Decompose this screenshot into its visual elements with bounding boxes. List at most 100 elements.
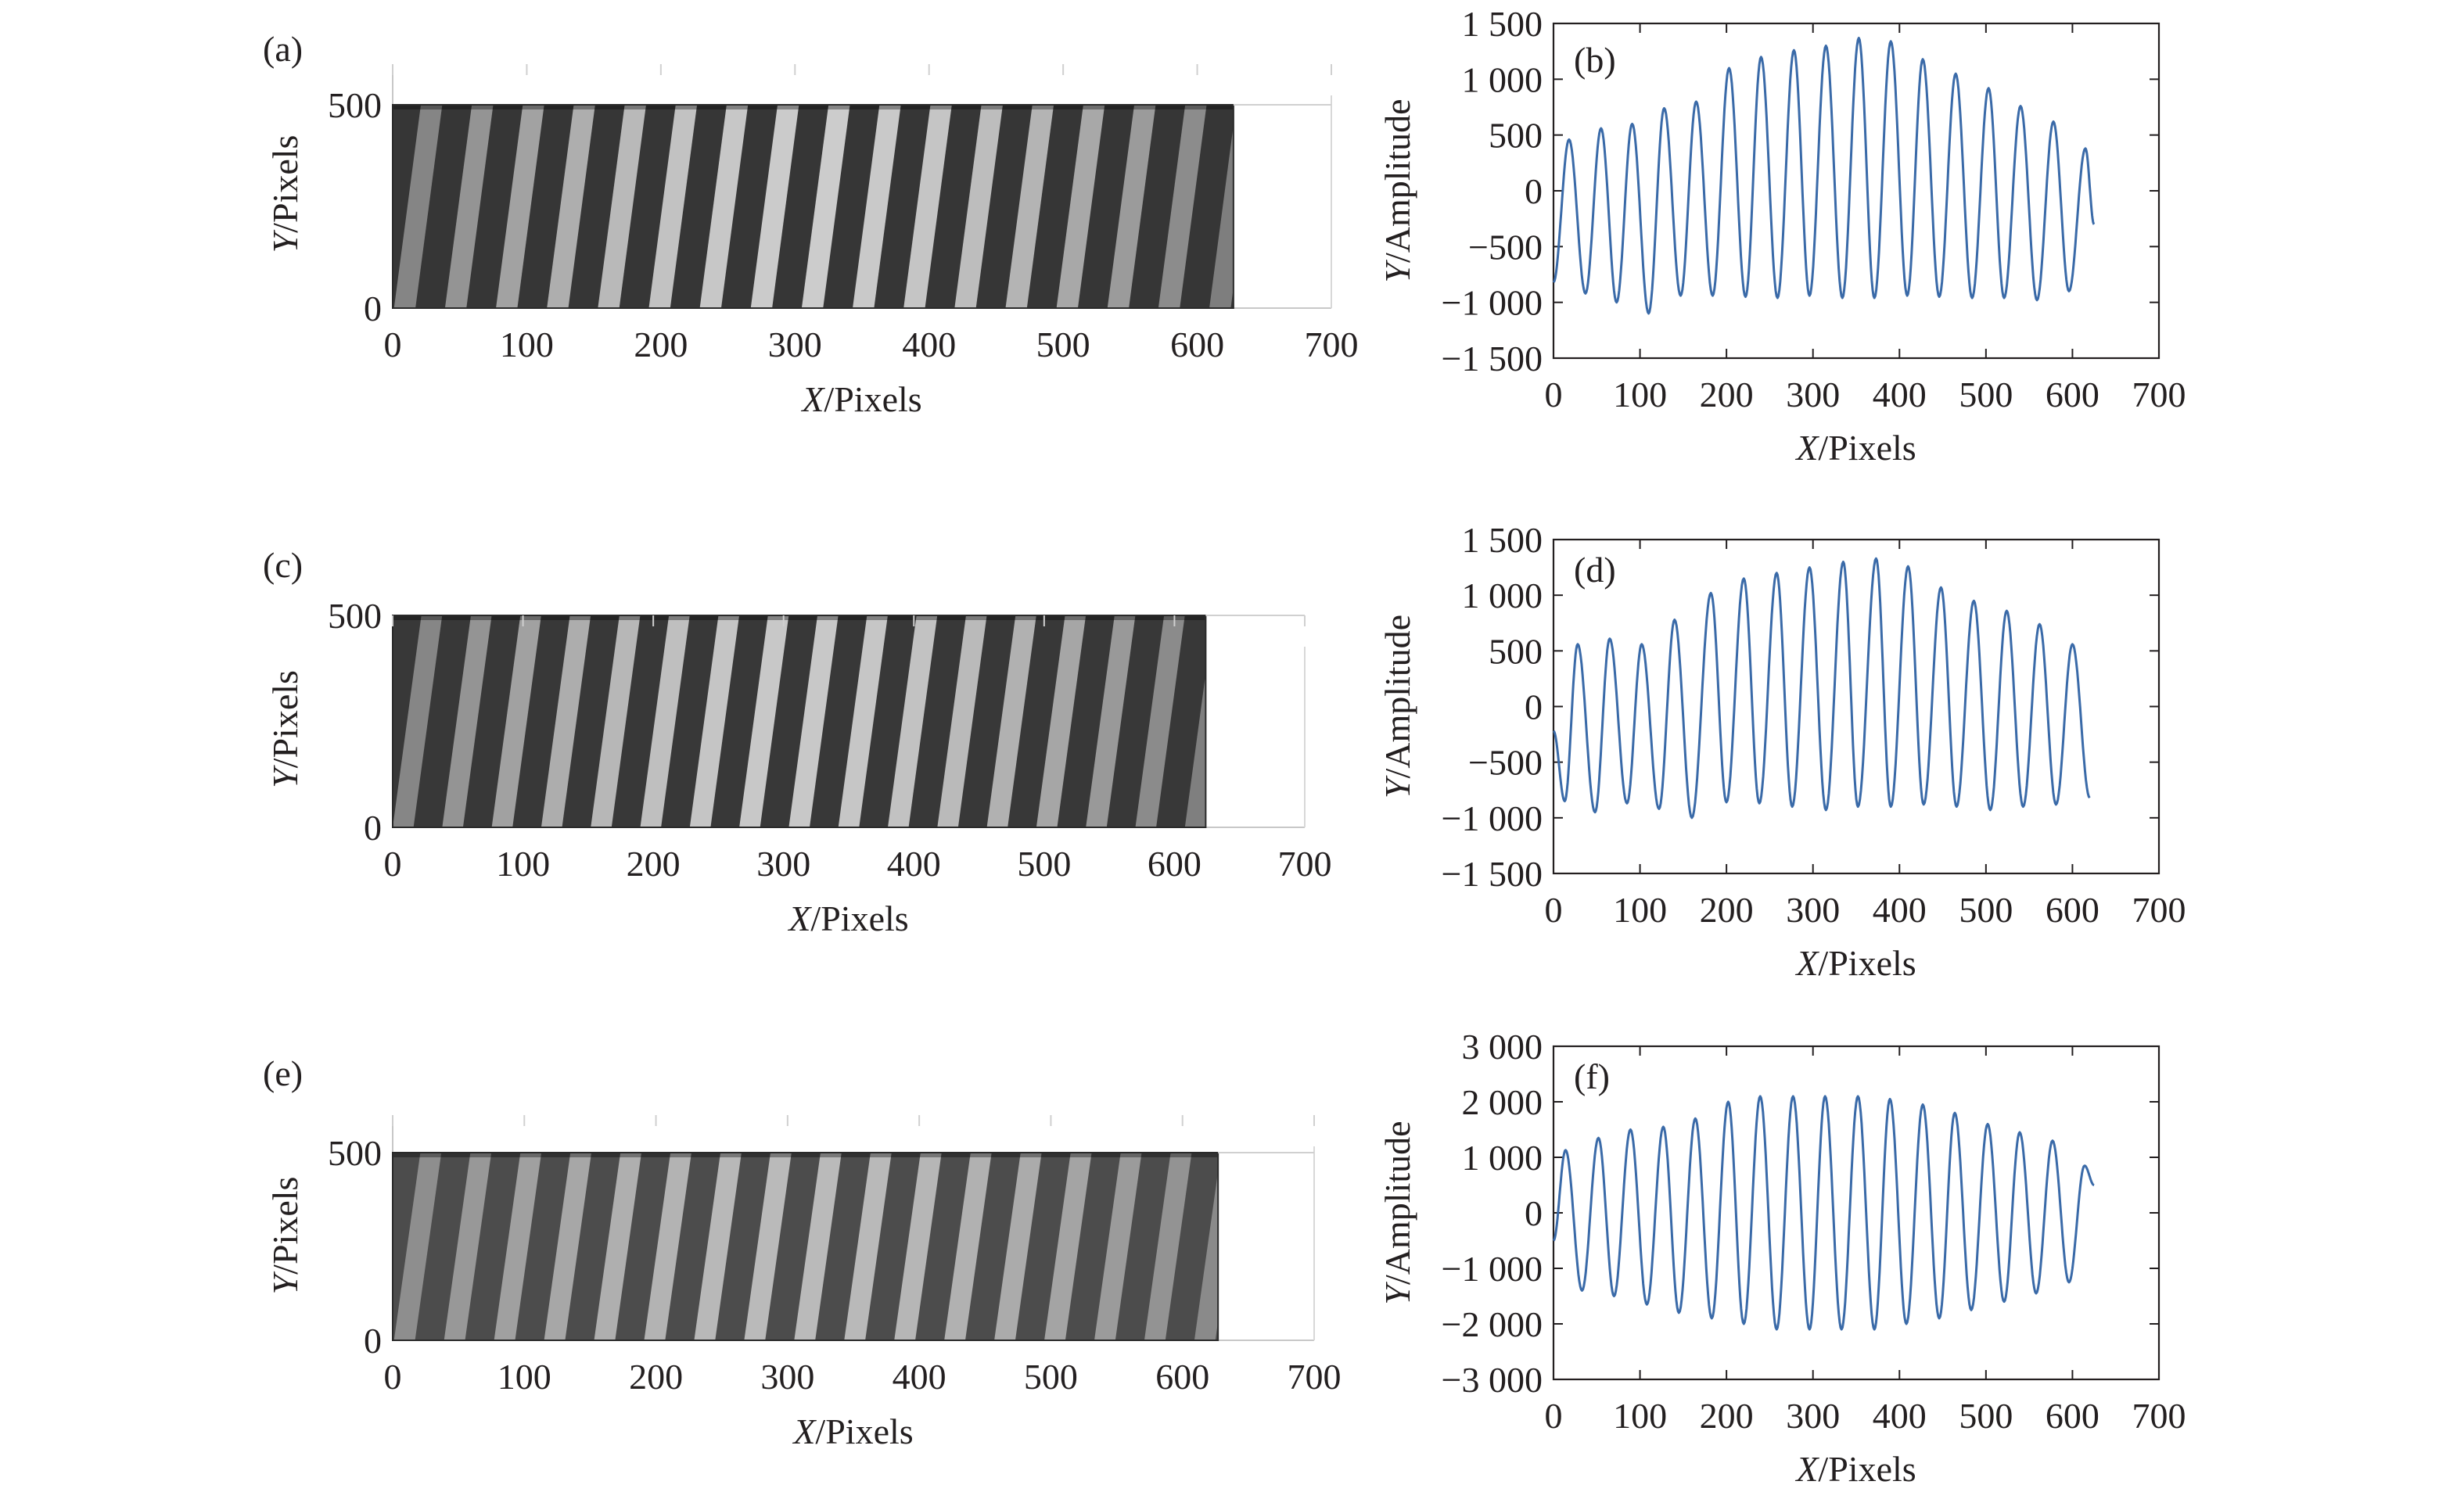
x-tick-label: 300 xyxy=(1786,375,1840,414)
fringe-stripe xyxy=(986,615,1036,827)
y-tick-label: −1 000 xyxy=(1442,798,1543,838)
x-tick-label: 200 xyxy=(1700,375,1754,414)
x-tick-label: 600 xyxy=(2046,890,2099,930)
x-tick-label: 400 xyxy=(893,1357,946,1397)
fringe-stripe xyxy=(994,1153,1042,1340)
y-tick-label: −1 000 xyxy=(1442,283,1543,323)
y-axis-label: Y/Pixels xyxy=(265,670,305,788)
fringe-stripe xyxy=(744,1153,792,1340)
x-tick-label: 700 xyxy=(2132,375,2186,414)
fringe-top-edge xyxy=(393,615,1206,620)
fringe-stripe xyxy=(1036,615,1087,827)
x-tick-label: 100 xyxy=(496,844,550,884)
plot-frame xyxy=(1552,1045,2160,1381)
fringe-stripe xyxy=(801,105,850,308)
fringe-stripe xyxy=(594,1153,642,1340)
y-tick-label: −500 xyxy=(1468,227,1543,267)
y-tick-label: −2 000 xyxy=(1442,1304,1543,1344)
x-tick-label: 400 xyxy=(1873,1396,1927,1436)
fringe-stripe xyxy=(689,615,740,827)
fringe-stripe xyxy=(598,105,646,308)
x-tick-label: 200 xyxy=(634,325,688,364)
x-tick-label: 500 xyxy=(1017,844,1071,884)
fringe-stripe xyxy=(547,105,595,308)
fringe-stripe xyxy=(1184,673,1206,827)
x-tick-label: 500 xyxy=(1959,375,2013,414)
fringe-image xyxy=(343,105,1234,308)
fringe-stripe xyxy=(1295,1153,1342,1340)
fringe-stripe xyxy=(1194,1171,1219,1340)
y-tick-label: 1 000 xyxy=(1462,59,1543,99)
panel-e-image-plot: 0 100 200 300 400 500 600 700 0 500 X/Pixels Y/Pixe… xyxy=(263,1053,1342,1451)
fringe-stripe xyxy=(494,1153,542,1340)
fringe-image-border xyxy=(392,104,1234,309)
y-tick-label: 0 xyxy=(1525,1193,1543,1233)
panel-label: (d) xyxy=(1574,550,1616,590)
fringe-stripe xyxy=(794,1153,842,1340)
y-axis-label: Y/Amplitude xyxy=(1377,615,1417,798)
x-axis-label: X/Pixels xyxy=(1794,1449,1916,1489)
fringe-image-border xyxy=(392,1152,1219,1341)
fringe-stripe xyxy=(1107,105,1156,308)
y-axis-label: Y/Pixels xyxy=(265,1177,305,1295)
y-tick-label: 1 500 xyxy=(1462,520,1543,560)
panel-a-image-plot: 0 100 200 300 400 500 600 700 0 500 X/Pixels Y/Pixe… xyxy=(263,29,1359,419)
fringe-stripe xyxy=(1144,1153,1192,1340)
y-tick-label: 0 xyxy=(1525,171,1543,211)
x-tick-label: 0 xyxy=(384,325,402,364)
panel-label: (a) xyxy=(263,29,303,69)
x-axis-label: X/Pixels xyxy=(787,898,908,938)
fringe-image xyxy=(393,1153,1342,1340)
fringe-stripe xyxy=(838,615,888,827)
x-tick-label: 0 xyxy=(384,1357,402,1397)
fringe-stripe xyxy=(444,1153,492,1340)
y-tick-label: 500 xyxy=(328,85,382,125)
fringe-stripe xyxy=(788,615,839,827)
fringe-stripe xyxy=(750,105,799,308)
fringe-stripe xyxy=(1056,105,1105,308)
fringe-stripe xyxy=(640,615,690,827)
fringe-stripe xyxy=(944,1153,992,1340)
x-tick-label: 0 xyxy=(1545,890,1563,930)
fringe-stripe xyxy=(644,1153,691,1340)
panel-label: (c) xyxy=(263,545,303,585)
x-tick-label: 200 xyxy=(1700,1396,1754,1436)
x-tick-label: 200 xyxy=(1700,890,1754,930)
y-axis-label: Y/Amplitude xyxy=(1377,99,1417,282)
x-tick-label: 500 xyxy=(1959,890,2013,930)
panel-label: (f) xyxy=(1574,1056,1610,1096)
x-tick-label: 600 xyxy=(1155,1357,1209,1397)
fringe-stripe xyxy=(694,1153,742,1340)
x-tick-label: 400 xyxy=(1873,890,1927,930)
x-tick-label: 100 xyxy=(1613,375,1667,414)
fringe-stripe xyxy=(1044,1153,1092,1340)
fringe-stripe xyxy=(1245,1153,1292,1340)
y-tick-label: 1 000 xyxy=(1462,576,1543,615)
fringe-stripe xyxy=(1094,1153,1142,1340)
panel-b-line-plot: −1 500 −1 000 −500 0 500 1 000 1 500 0 100 200 300… xyxy=(1377,4,2186,468)
fringe-stripe xyxy=(937,615,987,827)
x-tick-label: 100 xyxy=(1613,890,1667,930)
x-tick-label: 400 xyxy=(887,844,941,884)
panel-label: (b) xyxy=(1574,40,1616,80)
x-tick-label: 300 xyxy=(756,844,810,884)
fringe-stripe xyxy=(844,1153,892,1340)
x-tick-label: 300 xyxy=(1786,1396,1840,1436)
fringe-stripe xyxy=(544,1153,592,1340)
x-axis-label: X/Pixels xyxy=(1794,943,1916,983)
fringe-stripe xyxy=(1086,615,1136,827)
fringe-stripe xyxy=(591,615,641,827)
plot-frame xyxy=(1552,22,2160,360)
amplitude-series-line xyxy=(1552,1095,2095,1331)
y-tick-label: −1 500 xyxy=(1442,854,1543,894)
fringe-stripe xyxy=(393,1153,442,1340)
fringe-stripe xyxy=(1209,125,1234,308)
fringe-stripe xyxy=(343,105,392,308)
plot-frame xyxy=(1552,538,2160,875)
x-tick-label: 700 xyxy=(1278,844,1332,884)
y-tick-label: 2 000 xyxy=(1462,1082,1543,1122)
x-tick-label: 300 xyxy=(1786,890,1840,930)
y-tick-label: 500 xyxy=(1489,631,1543,671)
fringe-stripe xyxy=(442,615,492,827)
y-tick-label: 1 000 xyxy=(1462,1138,1543,1178)
